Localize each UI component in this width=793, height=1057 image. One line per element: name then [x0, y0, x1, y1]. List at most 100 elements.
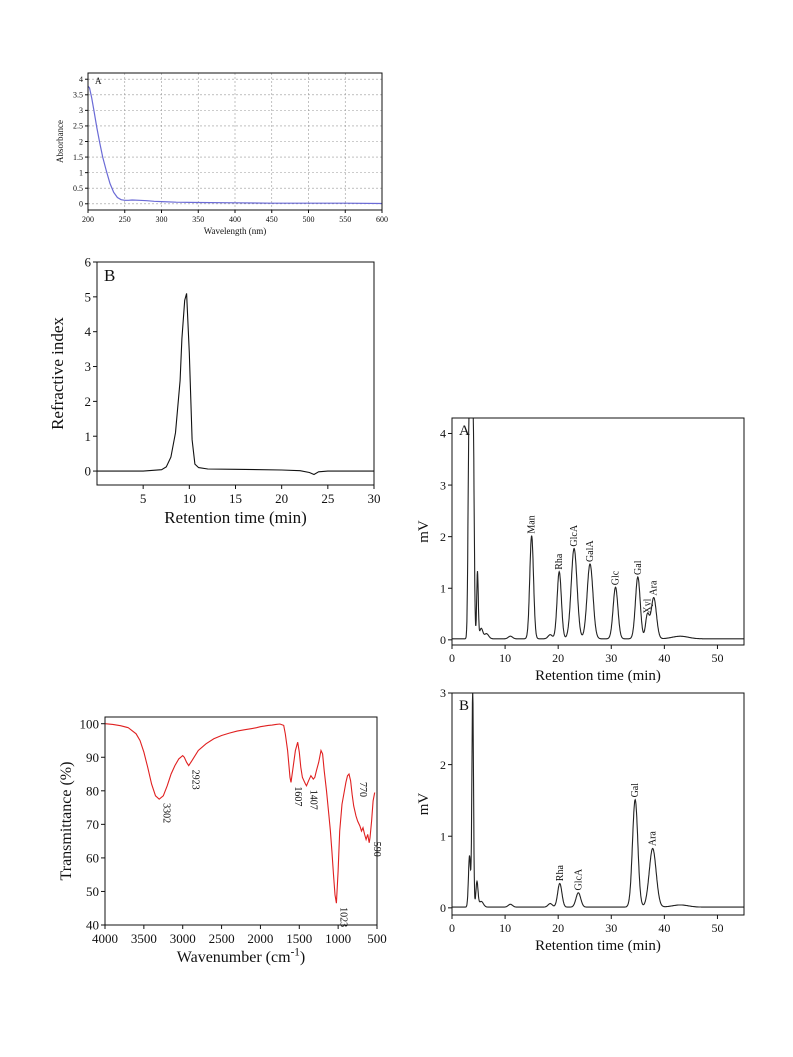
peak-label: Gal	[633, 560, 644, 575]
panel-label: B	[459, 698, 469, 714]
band-label-590: 590	[371, 842, 382, 857]
x-tick-label: 20	[552, 921, 564, 935]
y-tick-label: 4	[85, 324, 92, 339]
x-tick-label: 400	[229, 215, 241, 224]
y-tick-label: 3	[440, 686, 446, 700]
x-axis-label-sup: -1	[291, 947, 300, 959]
y-tick-label: 1	[79, 168, 83, 177]
y-tick-label: 4	[440, 427, 446, 441]
x-tick-label: 0	[449, 921, 455, 935]
x-tick-label: 10	[499, 921, 511, 935]
x-axis-label: Wavenumber (cm-1)	[177, 947, 305, 966]
y-axis-label: mV	[416, 793, 432, 816]
panel-label: B	[104, 266, 115, 285]
x-axis-label-text: Retention time (min)	[535, 668, 661, 684]
band-label-1607: 1607	[292, 786, 303, 806]
x-tick-label: 350	[192, 215, 204, 224]
x-tick-label: 30	[605, 651, 617, 665]
x-tick-label: 25	[321, 491, 334, 506]
x-tick-label: 50	[711, 651, 723, 665]
y-tick-label: 6	[85, 255, 92, 270]
x-tick-label: 4000	[92, 931, 118, 946]
plot-frame	[104, 716, 378, 926]
y-tick-label: 5	[85, 289, 92, 304]
peak-label: Xyl	[642, 598, 653, 613]
y-axis-label: Refractive index	[48, 317, 67, 430]
x-axis-label-text: Retention time (min)	[535, 938, 661, 954]
chart-hplc_b: 0 10 20 30 40 50 0 1 2 3 Retention time (min) mV B Rh…	[416, 686, 745, 954]
x-tick-label: 5	[140, 491, 147, 506]
band-label-770: 770	[357, 782, 368, 797]
x-tick-label: 250	[119, 215, 131, 224]
y-tick-label: 3.5	[73, 91, 83, 100]
y-tick-label: 2	[440, 758, 446, 772]
x-axis-label: Retention time (min)	[535, 938, 661, 954]
x-tick-label: 550	[339, 215, 351, 224]
x-tick-label: 10	[183, 491, 196, 506]
y-tick-label: 2	[79, 137, 83, 146]
band-label-1407: 1407	[308, 790, 319, 810]
x-tick-label: 200	[82, 215, 94, 224]
y-tick-label: 3	[79, 106, 83, 115]
y-tick-label: 60	[86, 850, 99, 865]
x-tick-label: 500	[367, 931, 387, 946]
x-tick-label: 450	[266, 215, 278, 224]
y-tick-label: 4	[79, 75, 83, 84]
y-tick-label: 1	[440, 829, 446, 843]
peak-label: GlcA	[573, 868, 584, 890]
series-line-hplc_a	[452, 418, 744, 640]
y-tick-label: 3	[440, 478, 446, 492]
series-line-hplc_b	[452, 693, 744, 908]
plot-frame	[451, 692, 745, 916]
x-tick-label: 300	[156, 215, 168, 224]
y-tick-label: 50	[86, 884, 99, 899]
peak-label: Rha	[554, 553, 565, 570]
y-tick-label: 1	[440, 581, 446, 595]
x-tick-label: 40	[658, 651, 670, 665]
chart-gpc: 5 10 15 20 25 30 0 1 2 3 4 5 6 Retention time (min) Re…	[48, 255, 381, 527]
y-tick-label: 0	[440, 901, 446, 915]
y-tick-label: 2.5	[73, 122, 83, 131]
panel-label: A	[459, 423, 470, 439]
x-tick-label: 20	[552, 651, 564, 665]
peak-label: Man	[527, 515, 538, 533]
x-tick-label: 50	[711, 921, 723, 935]
band-label-1023: 1023	[337, 907, 348, 927]
x-tick-label: 30	[605, 921, 617, 935]
y-tick-label: 2	[440, 530, 446, 544]
peak-label: GalA	[585, 540, 596, 562]
y-tick-label: 80	[86, 783, 99, 798]
chart-hplc_a: 0 10 20 30 40 50 0 1 2 3 4 Retention time (min) mV A M…	[416, 417, 745, 684]
peak-label: Ara	[648, 831, 659, 847]
x-axis-label-close: )	[300, 949, 305, 966]
peak-label: GlcA	[569, 524, 580, 546]
x-tick-label: 2500	[209, 931, 235, 946]
peak-label: Glc	[611, 570, 622, 585]
series-line-uv	[88, 85, 382, 205]
x-tick-label: 500	[303, 215, 315, 224]
y-axis-label: mV	[416, 520, 432, 543]
peak-label: Gal	[630, 783, 641, 798]
series-line-ftir	[105, 723, 376, 904]
y-tick-label: 70	[86, 817, 99, 832]
y-axis-label: Transmittance (%)	[58, 762, 75, 881]
x-tick-label: 2000	[247, 931, 273, 946]
x-tick-label: 0	[449, 651, 455, 665]
x-tick-label: 3500	[131, 931, 157, 946]
series-line-gpc	[97, 293, 374, 476]
y-tick-label: 100	[80, 716, 100, 731]
y-tick-label: 0	[440, 633, 446, 647]
band-label-2923: 2923	[190, 770, 201, 790]
plot-frame	[451, 417, 745, 646]
y-tick-label: 40	[86, 918, 99, 933]
x-axis-label-text: Retention time (min)	[164, 508, 307, 527]
x-axis-label: Wavelength (nm)	[204, 226, 267, 236]
y-tick-label: 1	[85, 429, 92, 444]
x-tick-label: 3000	[170, 931, 196, 946]
x-axis-label-text: Wavelength (nm)	[204, 226, 267, 236]
plot-frame	[96, 261, 375, 486]
x-axis-label-text: Wavenumber (cm	[177, 949, 291, 966]
y-tick-label: 90	[86, 750, 99, 765]
x-tick-label: 15	[229, 491, 242, 506]
